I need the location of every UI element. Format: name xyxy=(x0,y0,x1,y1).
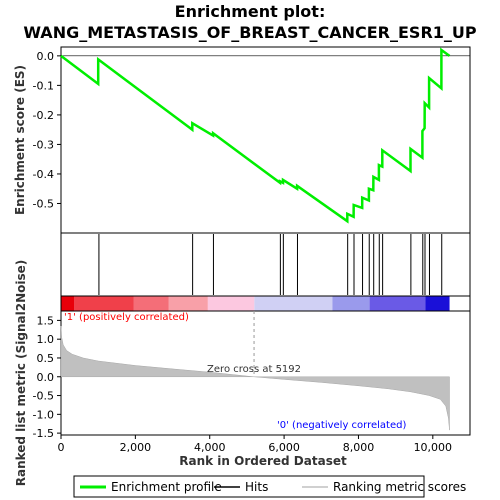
color-bar-segment xyxy=(207,296,255,311)
legend-label-hits: Hits xyxy=(245,480,268,494)
ranking-metric-area xyxy=(60,325,450,431)
x-axis-label: Rank in Ordered Dataset xyxy=(179,454,347,468)
rank-ytick-label: 0.5 xyxy=(37,352,55,365)
rank-ytick-label: 0.0 xyxy=(37,371,55,384)
color-bar-segment xyxy=(61,296,75,311)
color-bar-segment xyxy=(369,296,426,311)
hits-panel-frame xyxy=(60,232,471,297)
color-bar-segment xyxy=(425,296,450,311)
chart-title-line1: Enrichment plot: xyxy=(175,2,326,21)
xtick-label: 2,000 xyxy=(120,441,152,454)
xtick-label: 8,000 xyxy=(343,441,375,454)
rank-ytick-label: -0.5 xyxy=(33,390,54,403)
chart-title-line2: WANG_METASTASIS_OF_BREAST_CANCER_ESR1_UP xyxy=(23,23,477,42)
color-bar-segment xyxy=(254,296,333,311)
rank-ytick-label: -1.5 xyxy=(33,427,54,440)
zero-cross-label: Zero cross at 5192 xyxy=(207,364,301,375)
xtick-label: 6,000 xyxy=(268,441,300,454)
rank-ytick-label: 1.5 xyxy=(37,314,55,327)
rank-ytick-label: -1.0 xyxy=(33,408,54,421)
rank-ytick-label: 1.0 xyxy=(37,333,55,346)
negative-correlation-label: '0' (negatively correlated) xyxy=(277,420,406,431)
legend-box xyxy=(73,475,425,498)
xtick-label: 0 xyxy=(58,441,65,454)
rank-axis-label: Ranked list metric (Signal2Noise) xyxy=(14,260,28,487)
es-ytick-label: -0.2 xyxy=(33,109,54,122)
color-bar-segment xyxy=(133,296,169,311)
enrichment-profile-line xyxy=(60,47,451,224)
legend-label-ranking-metric: Ranking metric scores xyxy=(333,480,466,494)
color-bar-segment xyxy=(332,296,370,311)
es-ytick-label: -0.5 xyxy=(33,197,54,210)
color-bar-segment xyxy=(168,296,208,311)
es-panel-frame xyxy=(60,46,471,234)
es-ytick-label: 0.0 xyxy=(37,50,55,63)
color-bar-segment xyxy=(74,296,134,311)
es-axis-label: Enrichment score (ES) xyxy=(13,65,27,215)
positive-correlation-label: '1' (positively correlated) xyxy=(64,312,189,323)
xtick-label: 10,000 xyxy=(414,441,453,454)
es-ytick-label: -0.3 xyxy=(33,138,54,151)
legend-label-enrichment-profile: Enrichment profile xyxy=(111,480,222,494)
xtick-label: 4,000 xyxy=(194,441,226,454)
es-ytick-label: -0.4 xyxy=(33,168,54,181)
es-ytick-label: -0.1 xyxy=(33,79,54,92)
